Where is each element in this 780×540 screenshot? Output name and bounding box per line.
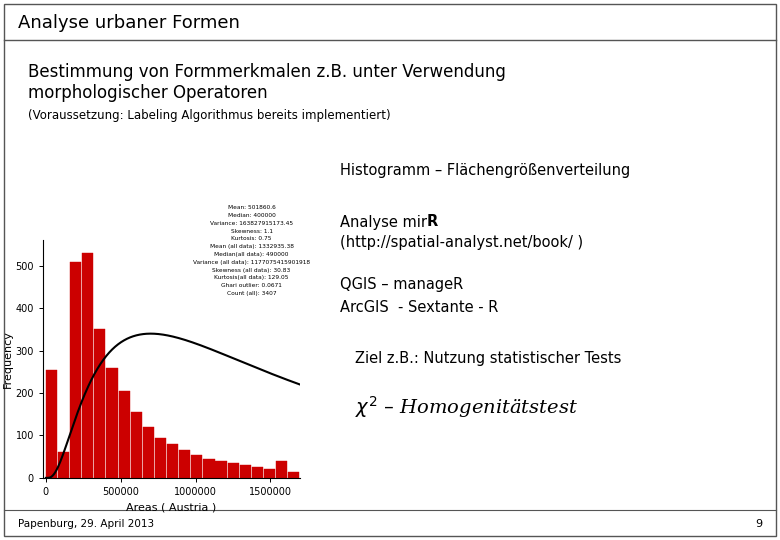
Text: Analyse urbaner Formen: Analyse urbaner Formen — [18, 14, 240, 32]
Text: Histogramm – Flächengrößenverteilung: Histogramm – Flächengrößenverteilung — [340, 163, 630, 178]
Text: QGIS – manageR: QGIS – manageR — [340, 278, 463, 293]
Bar — [70, 261, 81, 478]
Text: ArcGIS  - Sextante - R: ArcGIS - Sextante - R — [340, 300, 498, 314]
Bar — [215, 461, 227, 478]
Bar — [191, 455, 203, 478]
Bar — [94, 329, 105, 478]
Text: Mean: 501860.6
Median: 400000
Variance: 163827915173.45
Skewness: 1.1
Kurtosis: : Mean: 501860.6 Median: 400000 Variance: … — [193, 205, 310, 296]
Bar — [58, 453, 69, 478]
Text: R: R — [427, 214, 438, 230]
Bar — [131, 412, 142, 478]
X-axis label: Areas ( Austria ): Areas ( Austria ) — [126, 503, 217, 512]
Bar — [239, 465, 251, 478]
Bar — [106, 368, 118, 478]
Bar — [264, 469, 275, 478]
Text: 9: 9 — [755, 519, 762, 529]
Bar — [179, 450, 190, 478]
Text: Ziel z.B.: Nutzung statistischer Tests: Ziel z.B.: Nutzung statistischer Tests — [355, 350, 622, 366]
Text: (http://spatial-analyst.net/book/ ): (http://spatial-analyst.net/book/ ) — [340, 234, 583, 249]
Bar — [228, 463, 239, 478]
Text: Papenburg, 29. April 2013: Papenburg, 29. April 2013 — [18, 519, 154, 529]
Text: (Voraussetzung: Labeling Algorithmus bereits implementiert): (Voraussetzung: Labeling Algorithmus ber… — [28, 110, 391, 123]
Bar — [155, 437, 166, 478]
Bar — [252, 467, 263, 478]
Bar — [82, 253, 94, 478]
Text: morphologischer Operatoren: morphologischer Operatoren — [28, 84, 268, 102]
Text: Analyse mir: Analyse mir — [340, 214, 431, 230]
Bar — [276, 461, 287, 478]
Text: $\chi^2$ – Homogenitätstest: $\chi^2$ – Homogenitätstest — [355, 394, 578, 420]
Bar — [119, 391, 129, 478]
Bar — [288, 471, 300, 478]
Bar — [143, 427, 154, 478]
Y-axis label: Frequency: Frequency — [2, 330, 12, 388]
Text: Bestimmung von Formmerkmalen z.B. unter Verwendung: Bestimmung von Formmerkmalen z.B. unter … — [28, 63, 506, 81]
Bar — [204, 459, 215, 478]
Bar — [46, 370, 57, 478]
Bar — [167, 444, 178, 478]
